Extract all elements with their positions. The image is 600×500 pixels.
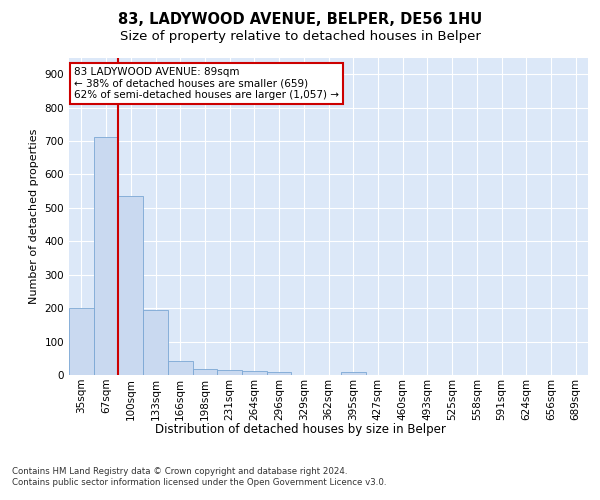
Text: Size of property relative to detached houses in Belper: Size of property relative to detached ho… [119,30,481,43]
Text: Contains HM Land Registry data © Crown copyright and database right 2024.
Contai: Contains HM Land Registry data © Crown c… [12,468,386,487]
Bar [341,372,365,375]
Bar [69,308,94,375]
Bar [94,137,118,375]
Text: 83, LADYWOOD AVENUE, BELPER, DE56 1HU: 83, LADYWOOD AVENUE, BELPER, DE56 1HU [118,12,482,28]
Bar [118,196,143,375]
Bar [193,368,217,375]
Bar [217,370,242,375]
Y-axis label: Number of detached properties: Number of detached properties [29,128,39,304]
Bar [168,361,193,375]
Bar [242,371,267,375]
Text: 83 LADYWOOD AVENUE: 89sqm
← 38% of detached houses are smaller (659)
62% of semi: 83 LADYWOOD AVENUE: 89sqm ← 38% of detac… [74,67,339,100]
Bar [267,372,292,375]
Text: Distribution of detached houses by size in Belper: Distribution of detached houses by size … [155,422,445,436]
Bar [143,310,168,375]
